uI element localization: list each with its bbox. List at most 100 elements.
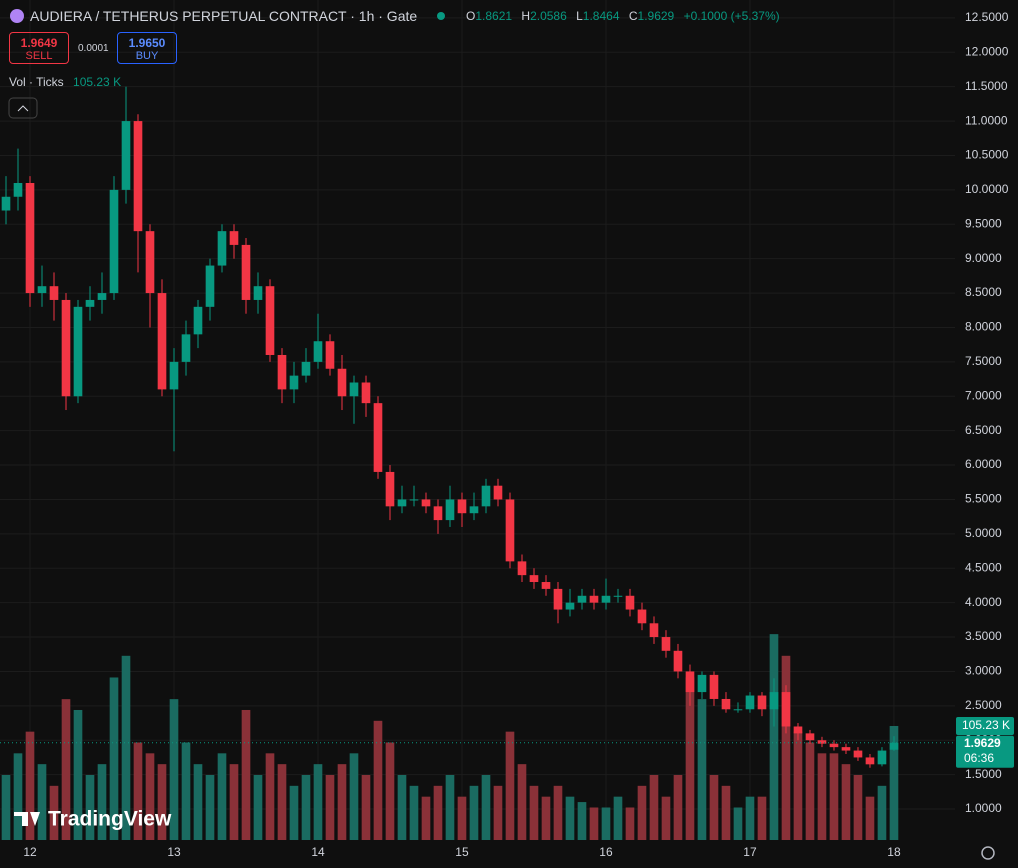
- sell-label: SELL: [25, 50, 53, 62]
- volume-bar: [289, 785, 299, 840]
- candle-body: [133, 121, 143, 232]
- volume-bar: [205, 774, 215, 840]
- x-tick-label: 14: [311, 845, 325, 859]
- volume-legend-label: Vol · Ticks: [9, 75, 64, 89]
- candle-body: [685, 671, 695, 693]
- y-tick-label: 5.0000: [965, 526, 1002, 540]
- candle-body: [745, 695, 755, 710]
- y-tick-label: 10.0000: [965, 182, 1009, 196]
- candle-body: [277, 354, 287, 390]
- volume-bar: [889, 725, 899, 840]
- countdown: 06:36: [964, 751, 994, 765]
- candle-body: [433, 506, 443, 521]
- settings-button[interactable]: [981, 846, 995, 860]
- candle-body: [289, 375, 299, 390]
- x-tick-label: 16: [599, 845, 613, 859]
- candle-body: [877, 750, 887, 765]
- volume-bar: [709, 774, 719, 840]
- volume-bar: [241, 709, 251, 840]
- candle-body: [865, 757, 875, 765]
- volume-bar: [757, 796, 767, 840]
- candle-body: [409, 499, 419, 501]
- candle-body: [565, 602, 575, 610]
- volume-bar: [313, 764, 323, 840]
- candle-body: [337, 368, 347, 397]
- candle-body: [397, 499, 407, 507]
- c-label: C: [628, 9, 638, 23]
- y-tick-label: 11.0000: [965, 113, 1008, 127]
- change: +0.1000 (+5.37%): [683, 9, 780, 23]
- volume-bar: [589, 807, 599, 840]
- y-tick-label: 12.0000: [965, 44, 1009, 58]
- y-tick-label: 11.5000: [965, 79, 1008, 93]
- candle-body: [469, 506, 479, 514]
- volume-bar: [661, 796, 671, 840]
- y-tick-label: 9.5000: [965, 216, 1002, 230]
- volume-bar: [781, 655, 791, 840]
- volume-bar: [505, 731, 515, 840]
- watermark: TradingView: [48, 808, 172, 831]
- buy-price: 1.9650: [128, 36, 166, 50]
- volume-bar: [493, 785, 503, 840]
- candle-body: [229, 231, 239, 245]
- candle-body: [109, 189, 119, 294]
- candle-body: [625, 595, 635, 610]
- volume-bar: [25, 731, 35, 840]
- candle-body: [589, 595, 599, 603]
- volume-bar: [61, 699, 71, 840]
- volume-bar: [361, 774, 371, 840]
- volume-bar: [529, 785, 539, 840]
- collapse-button[interactable]: [8, 97, 38, 119]
- volume-bar: [373, 720, 383, 840]
- candle-body: [817, 740, 827, 744]
- y-tick-label: 12.5000: [965, 10, 1009, 24]
- y-tick-label: 2.5000: [965, 698, 1002, 712]
- volume-bar: [265, 753, 275, 840]
- volume-bar: [841, 764, 851, 840]
- volume-bar: [553, 785, 563, 840]
- y-tick-label: 10.5000: [965, 148, 1009, 162]
- candle-body: [601, 595, 611, 603]
- candle-body: [493, 485, 503, 500]
- candle-body: [169, 361, 179, 390]
- volume-bar: [517, 764, 527, 840]
- volume-bar: [169, 699, 179, 840]
- watermark-logo: [14, 812, 40, 826]
- volume-bar: [349, 753, 359, 840]
- buy-button[interactable]: 1.9650 BUY: [117, 32, 177, 64]
- volume-bar: [673, 774, 683, 840]
- volume-bar: [85, 774, 95, 840]
- candle-body: [181, 334, 191, 362]
- c-value: 1.9629: [637, 9, 675, 23]
- volume-tag: [956, 716, 1014, 735]
- x-tick-label: 12: [23, 845, 37, 859]
- candle-body: [361, 382, 371, 404]
- candle-body: [121, 121, 131, 190]
- volume-bar: [433, 785, 443, 840]
- candle-body: [253, 286, 263, 300]
- volume-bar: [109, 677, 119, 840]
- status-dot: [437, 12, 445, 20]
- candle-body: [793, 726, 803, 734]
- volume-legend-value: 105.23 K: [73, 75, 122, 89]
- x-tick-label: 15: [455, 845, 469, 859]
- price-tag-label: 1.9629: [964, 736, 1001, 750]
- volume-bar: [469, 785, 479, 840]
- sell-button[interactable]: 1.9649 SELL: [9, 32, 69, 64]
- candle-body: [529, 575, 539, 583]
- candle-body: [145, 231, 155, 294]
- candle-body: [97, 293, 107, 300]
- volume-bar: [229, 764, 239, 840]
- volume-bar: [157, 764, 167, 840]
- candle-body: [769, 692, 779, 710]
- volume-bar: [637, 785, 647, 840]
- candle-body: [637, 609, 647, 624]
- volume-bar: [853, 774, 863, 840]
- y-tick-label: 1.0000: [965, 801, 1002, 815]
- y-tick-label: 9.0000: [965, 251, 1002, 265]
- candle-body: [349, 382, 359, 397]
- symbol-logo: [10, 9, 24, 23]
- candle-body: [577, 595, 587, 603]
- candle-body: [721, 698, 731, 710]
